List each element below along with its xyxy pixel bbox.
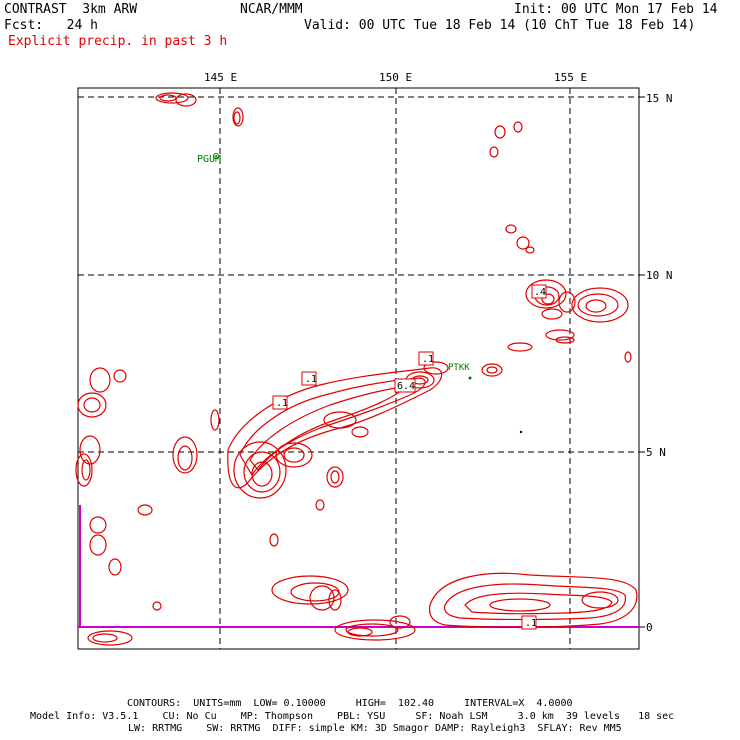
svg-text:.4: .4	[534, 287, 546, 298]
forecast-hour: Fcst: 24 h	[4, 18, 98, 33]
svg-text:.1: .1	[422, 354, 434, 365]
contour-info: CONTOURS: UNITS=mm LOW= 0.10000 HIGH= 10…	[127, 698, 573, 709]
lat-label-10n: 10 N	[646, 269, 673, 282]
valid-time: Valid: 00 UTC Tue 18 Feb 14 (10 ChT Tue …	[304, 18, 696, 33]
contour-value-labels: .1 .1 .1 .1 6.4 .4	[272, 284, 547, 630]
station-pgum-marker	[213, 153, 219, 159]
lat-label-15n: 15 N	[646, 92, 673, 105]
lon-label-150: 150 E	[379, 71, 413, 84]
lon-label-145: 145 E	[204, 71, 238, 84]
contour-label-1: .1	[301, 371, 317, 386]
contour-cluster-northeast	[481, 279, 632, 377]
model-title: CONTRAST 3km ARW	[4, 2, 138, 17]
contour-label-4: .1	[521, 615, 537, 630]
contour-label-3: .1	[418, 351, 434, 366]
svg-text:.1: .1	[305, 374, 317, 385]
contour-label-2: .1	[272, 395, 288, 410]
svg-text:.1: .1	[525, 618, 537, 629]
lat-label-equator: 0	[646, 621, 653, 634]
init-time: Init: 00 UTC Mon 17 Feb 14	[514, 2, 718, 17]
svg-text:6.4: 6.4	[397, 381, 415, 392]
graticule	[78, 88, 639, 649]
model-info-line1: Model Info: V3.5.1 CU: No Cu MP: Thompso…	[30, 711, 675, 722]
lat-label-5n: 5 N	[646, 446, 666, 459]
contour-label-5: 6.4	[394, 378, 416, 393]
svg-text:.1: .1	[276, 398, 288, 409]
station-pgum-label: PGUM	[197, 154, 221, 165]
contour-cluster-west	[75, 367, 198, 646]
center-label: NCAR/MMM	[240, 2, 303, 17]
island-dot	[519, 430, 523, 434]
contour-cluster-north	[155, 92, 535, 254]
lon-label-155: 155 E	[554, 71, 588, 84]
station-ptkk-marker	[468, 376, 472, 380]
precip-contours	[75, 92, 638, 646]
contour-band-central	[210, 361, 449, 547]
model-info-line2: LW: RRTMG SW: RRTMG DIFF: simple KM: 3D …	[128, 723, 622, 734]
lat-ticks	[639, 96, 645, 628]
station-markers: PGUM PTKK	[197, 153, 523, 434]
map-frame	[77, 87, 640, 650]
contour-label-6: .4	[531, 284, 547, 299]
contour-cluster-south	[271, 572, 638, 641]
station-ptkk-label: PTKK	[448, 363, 470, 373]
field-title: Explicit precip. in past 3 h	[8, 34, 228, 49]
